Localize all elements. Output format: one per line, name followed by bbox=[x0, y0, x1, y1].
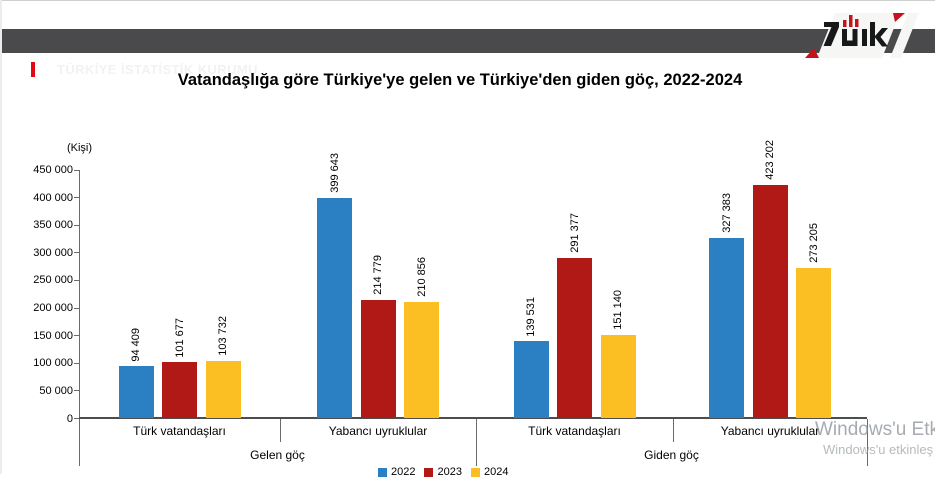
y-axis-tick bbox=[74, 252, 79, 254]
bar-value-label: 214 779 bbox=[372, 255, 384, 295]
x-axis-line bbox=[79, 417, 867, 419]
window-top-border bbox=[0, 0, 935, 1]
y-axis-line bbox=[79, 170, 80, 419]
bar-2023-group2 bbox=[360, 299, 396, 419]
tuik-logo-icon bbox=[805, 13, 919, 58]
bar-2023-group3 bbox=[557, 257, 592, 419]
bar-2024-group1 bbox=[205, 361, 241, 419]
bar-2022-group3 bbox=[513, 341, 549, 419]
bar-value-label: 94 409 bbox=[130, 327, 142, 362]
y-tick-label: 0 bbox=[66, 412, 73, 425]
category-label: Yabancı uyruklular bbox=[720, 424, 820, 438]
category-separator bbox=[867, 419, 868, 466]
bar-value-label: 151 140 bbox=[612, 290, 624, 331]
y-axis-tick bbox=[74, 224, 79, 226]
legend-swatch bbox=[470, 468, 480, 477]
group-label: Gelen göç bbox=[250, 448, 305, 462]
bar-value-label: 101 677 bbox=[173, 317, 186, 358]
bar-2024-group3 bbox=[600, 335, 636, 419]
bar-2023-group1 bbox=[162, 362, 197, 419]
bar-value-label: 273 205 bbox=[807, 222, 820, 263]
logo-glyphs bbox=[823, 22, 888, 47]
header-bar: TÜRKİYE İSTATİSTİK KURUMU bbox=[0, 29, 935, 77]
logo-stripe bbox=[890, 13, 919, 58]
logo-red-triangle-top bbox=[893, 13, 905, 22]
category-label: Türk vatandaşları bbox=[528, 424, 621, 438]
bar-value-label: 103 732 bbox=[217, 316, 229, 357]
logo-red-triangle-bottom bbox=[805, 48, 819, 58]
window-left-border bbox=[0, 0, 2, 474]
y-tick-label: 300 000 bbox=[33, 246, 73, 259]
y-axis-tick bbox=[74, 169, 79, 171]
y-axis-unit-label: (Kişi) bbox=[66, 142, 92, 154]
legend-item: 2023 bbox=[424, 466, 462, 479]
category-separator bbox=[673, 419, 674, 442]
legend-label: 2024 bbox=[483, 466, 509, 478]
red-accent-bar bbox=[31, 62, 35, 77]
legend-label: 2022 bbox=[391, 466, 416, 478]
y-axis-tick bbox=[74, 279, 79, 281]
bar-value-label: 210 856 bbox=[415, 257, 428, 298]
bar-2023-group4 bbox=[752, 184, 788, 419]
legend-label: 2023 bbox=[437, 466, 462, 478]
y-tick-label: 50 000 bbox=[39, 384, 73, 397]
institution-title: TÜRKİYE İSTATİSTİK KURUMU bbox=[57, 62, 258, 77]
y-tick-label: 400 000 bbox=[33, 191, 73, 204]
bar-2024-group4 bbox=[796, 267, 831, 419]
y-axis-tick bbox=[74, 418, 79, 419]
logo-red-bars bbox=[843, 15, 859, 27]
bar-2022-group1 bbox=[118, 366, 154, 419]
y-tick-label: 100 000 bbox=[33, 357, 73, 370]
legend-swatch bbox=[424, 468, 434, 477]
bar-value-label: 327 383 bbox=[720, 192, 733, 233]
bar-value-label: 139 531 bbox=[525, 296, 537, 337]
bar-value-label: 423 202 bbox=[764, 140, 776, 180]
legend-swatch bbox=[378, 468, 387, 477]
chart-title: Vatandaşlığa göre Türkiye'ye gelen ve Tü… bbox=[177, 71, 743, 89]
bar-2024-group2 bbox=[404, 302, 439, 419]
category-label: Türk vatandaşları bbox=[133, 424, 226, 438]
y-axis-tick bbox=[74, 390, 79, 392]
y-tick-label: 200 000 bbox=[33, 302, 73, 315]
category-separator bbox=[79, 419, 80, 466]
legend-item: 2024 bbox=[470, 466, 509, 479]
y-axis-tick bbox=[74, 307, 79, 309]
bar-value-label: 399 643 bbox=[328, 153, 341, 193]
chart-legend: 2022 2023 2024 bbox=[378, 466, 508, 479]
y-axis-tick bbox=[74, 335, 79, 337]
category-separator bbox=[476, 419, 477, 466]
bar-2022-group2 bbox=[317, 197, 352, 419]
y-axis-tick bbox=[74, 197, 79, 199]
bar-2022-group4 bbox=[709, 237, 744, 419]
category-separator bbox=[280, 419, 281, 442]
legend-item: 2022 bbox=[378, 466, 415, 479]
bar-value-label: 291 377 bbox=[568, 212, 581, 253]
y-axis-tick bbox=[74, 362, 79, 364]
y-tick-label: 350 000 bbox=[33, 219, 73, 232]
category-label: Yabancı uyruklular bbox=[328, 424, 428, 438]
group-label: Giden göç bbox=[644, 448, 699, 462]
y-tick-label: 150 000 bbox=[33, 329, 73, 342]
y-tick-label: 450 000 bbox=[33, 164, 73, 176]
y-tick-label: 250 000 bbox=[33, 274, 73, 287]
